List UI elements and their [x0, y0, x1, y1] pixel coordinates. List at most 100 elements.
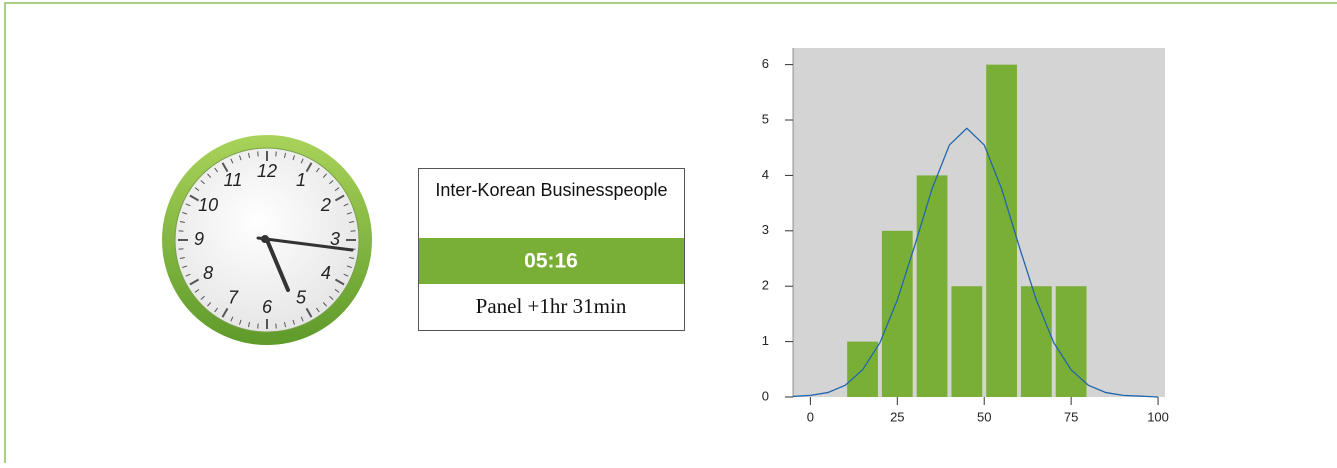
- panel-subtitle: Panel +1hr 31min: [476, 294, 627, 318]
- clock: 12 12 3 45 6 78 9 10 11: [162, 135, 372, 345]
- minute-hand: [256, 236, 354, 252]
- y-tick-label: 0: [762, 388, 769, 403]
- clock-tick: [207, 302, 212, 307]
- clock-tick: [189, 278, 200, 286]
- clock-tick: [283, 322, 286, 328]
- clock-tick: [221, 307, 229, 318]
- y-tick-label: 6: [762, 56, 769, 71]
- clock-tick: [346, 265, 352, 268]
- clock-number: 12: [257, 161, 277, 181]
- y-tick-label: 1: [762, 333, 769, 348]
- clock-tick: [322, 173, 327, 178]
- y-tick-label: 4: [762, 167, 769, 182]
- clock-tick: [230, 316, 234, 322]
- clock-number: 6: [262, 297, 273, 317]
- clock-tick: [248, 322, 251, 328]
- bar: [916, 175, 948, 397]
- clock-tick: [315, 307, 320, 313]
- clock-tick: [315, 167, 320, 173]
- clock-number: 1: [296, 170, 306, 190]
- x-tick-label: 25: [890, 409, 904, 424]
- clock-tick: [343, 273, 349, 277]
- clock-tick: [329, 295, 334, 300]
- clock-tick: [292, 319, 295, 325]
- clock-ticks: [178, 151, 356, 329]
- clock-tick: [300, 158, 304, 164]
- clock-tick: [239, 319, 242, 325]
- clock-tick: [343, 203, 349, 207]
- clock-tick: [221, 162, 229, 173]
- clock-number: 5: [296, 288, 307, 308]
- clock-tick: [349, 256, 355, 259]
- hour-hand: [265, 238, 290, 292]
- x-tick-label: 100: [1147, 409, 1169, 424]
- clock-number: 10: [198, 195, 218, 215]
- clock-tick: [248, 152, 251, 158]
- clock-tick: [350, 230, 356, 232]
- clock-tick: [178, 230, 184, 232]
- clock-number: 3: [330, 229, 340, 249]
- clock-tick: [178, 248, 184, 250]
- clock-tick: [182, 265, 188, 268]
- panel-band: [419, 238, 684, 284]
- fit-curve: [792, 127, 1159, 398]
- clock-tick: [300, 316, 304, 322]
- panel-title: Inter-Korean Businesspeople: [435, 180, 668, 200]
- clock-number: 8: [203, 263, 213, 283]
- clock-tick: [214, 307, 219, 313]
- clock-tick: [305, 307, 313, 318]
- clock-tick: [322, 302, 327, 307]
- clock-tick: [305, 162, 313, 173]
- clock-tick: [194, 187, 200, 192]
- clock-tick: [257, 151, 259, 157]
- clock-tick: [185, 203, 191, 207]
- frame: [4, 2, 1337, 463]
- x-tick-label: 0: [807, 409, 814, 424]
- clock-tick: [230, 158, 234, 164]
- clock-tick: [329, 180, 334, 185]
- clock-number: 9: [194, 229, 204, 249]
- clock-number: 2: [320, 195, 331, 215]
- clock-tick: [275, 323, 277, 329]
- clock-tick: [275, 151, 277, 157]
- bar: [881, 230, 913, 397]
- bar: [1020, 286, 1052, 397]
- clock-number: 4: [321, 263, 331, 283]
- panel-title-box: Inter-Korean Businesspeople: [435, 180, 668, 200]
- clock-pin: [261, 235, 269, 243]
- y-tick-label: 2: [762, 278, 769, 293]
- clock-tick: [182, 212, 188, 215]
- clock-tick: [200, 180, 205, 185]
- clock-tick: [334, 278, 345, 286]
- clock-tick: [179, 256, 185, 259]
- clock-tick: [346, 212, 352, 215]
- bar: [986, 64, 1017, 397]
- panel-time: 05:16: [524, 250, 578, 273]
- clock-tick: [189, 194, 200, 202]
- clock-tick: [334, 194, 345, 202]
- clock-tick: [194, 288, 200, 293]
- bar: [951, 286, 983, 397]
- panel: Inter-Korean Businesspeople 05:16 Panel …: [418, 168, 685, 331]
- clock-number: 7: [228, 288, 239, 308]
- clock-tick: [185, 273, 191, 277]
- clock-tick: [292, 155, 295, 161]
- clock-tick: [257, 323, 259, 329]
- chart: 0 1 2 3 4 5 6 0 25 50 75 100: [762, 48, 1169, 424]
- clock-tick: [334, 288, 340, 293]
- clock-tick: [239, 155, 242, 161]
- clock-tick: [200, 295, 205, 300]
- x-tick-label: 75: [1064, 409, 1078, 424]
- bar: [1055, 286, 1087, 397]
- clock-tick: [179, 221, 185, 224]
- clock-tick: [214, 167, 219, 173]
- clock-tick: [349, 221, 355, 224]
- clock-tick: [207, 173, 212, 178]
- x-tick-label: 50: [977, 409, 991, 424]
- y-tick-label: 3: [762, 222, 769, 237]
- clock-tick: [283, 152, 286, 158]
- y-tick-label: 5: [762, 111, 769, 126]
- clock-tick: [334, 187, 340, 192]
